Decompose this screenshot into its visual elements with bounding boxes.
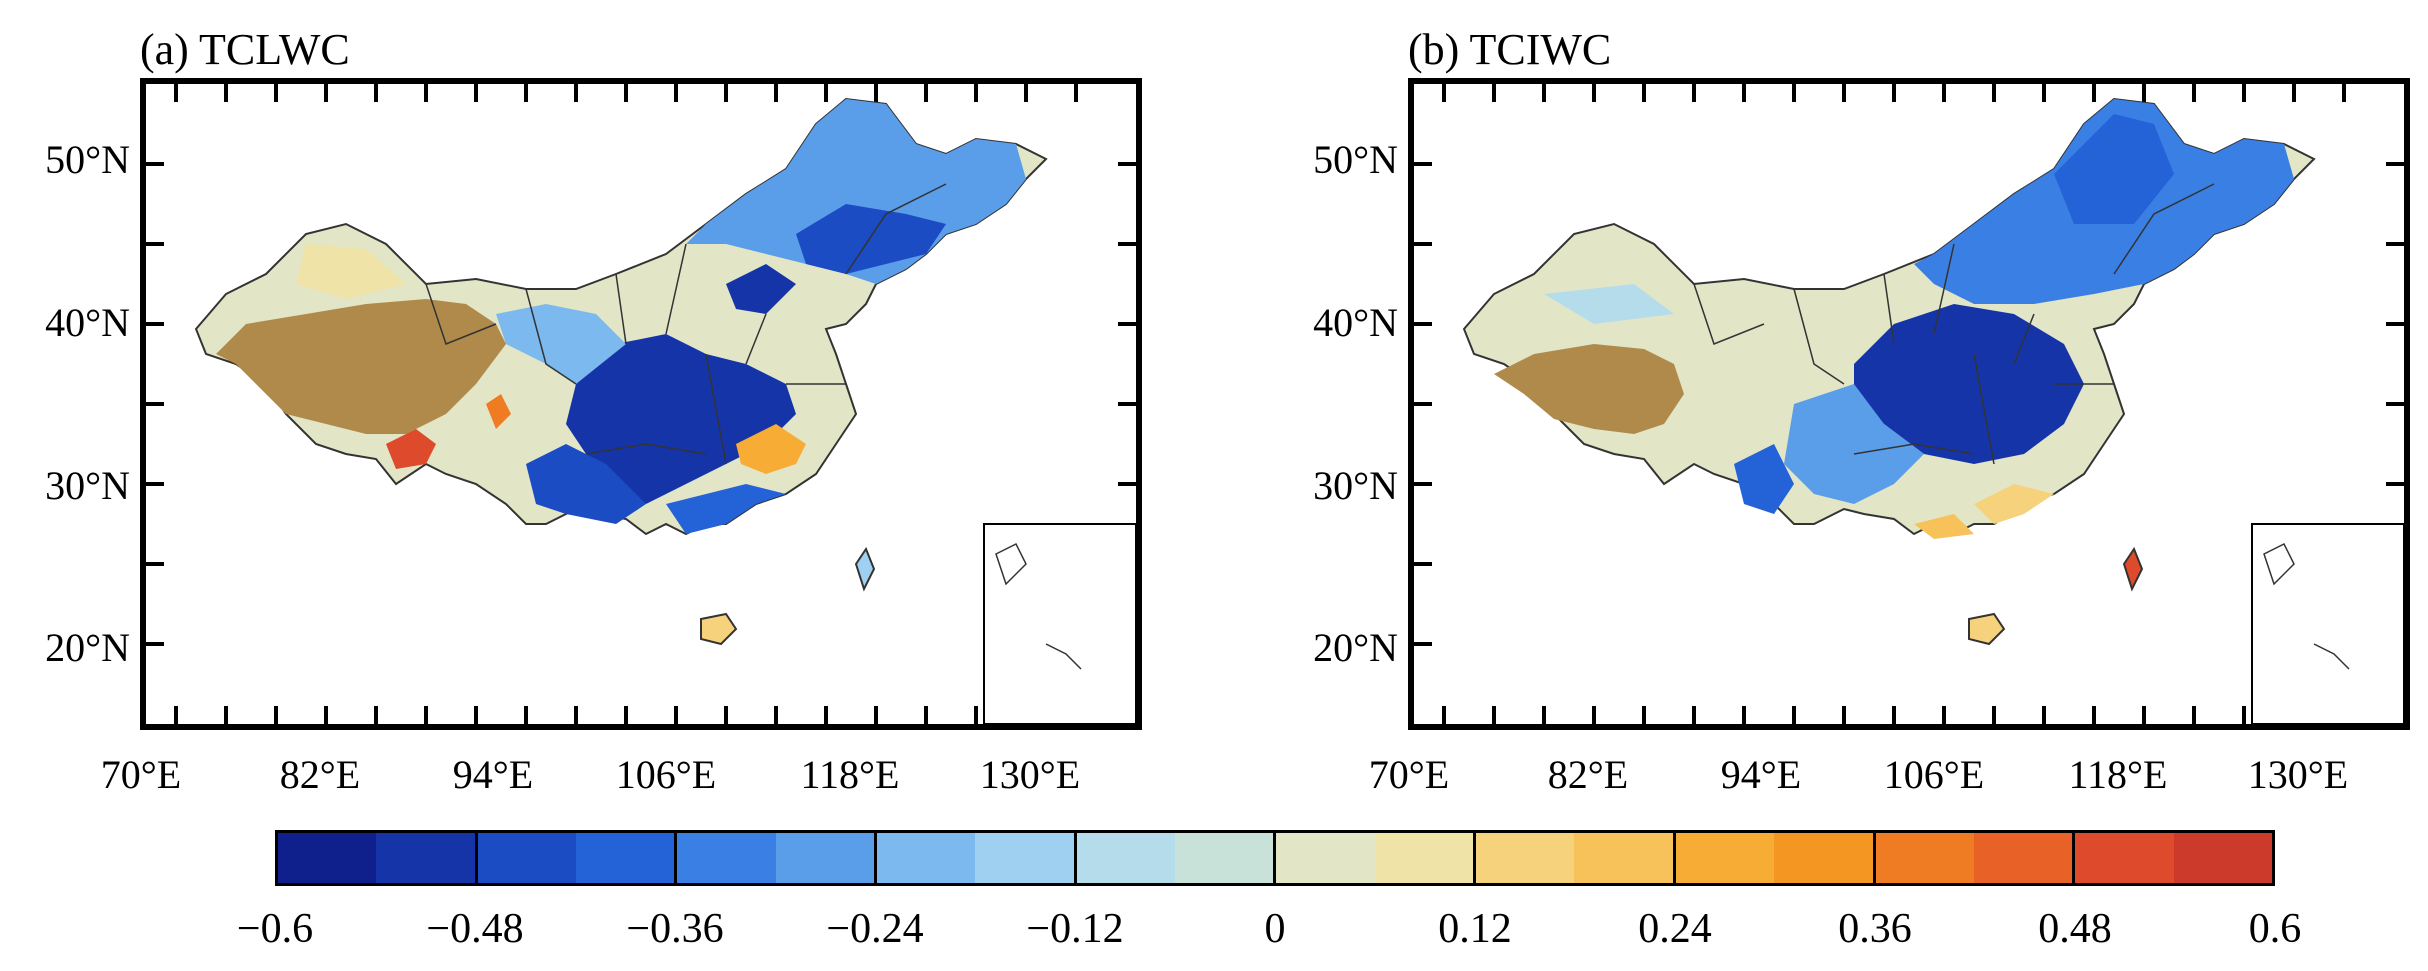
colorbar-segment — [477, 833, 577, 883]
colorbar-segment — [2075, 833, 2174, 883]
colorbar-segment — [975, 833, 1077, 883]
panel-a-map — [146, 84, 1136, 724]
colorbar-tick-label: −0.12 — [1026, 906, 1124, 952]
colorbar-tick-label: 0.24 — [1638, 906, 1712, 952]
colorbar-segment — [1774, 833, 1876, 883]
panel-b-ticks — [1414, 84, 2404, 724]
colorbar-segment — [877, 833, 976, 883]
colorbar-segment — [1374, 833, 1477, 883]
colorbar-segment — [1875, 833, 1974, 883]
panel-b-map-frame — [1408, 78, 2410, 730]
panel-b-map — [1414, 84, 2404, 724]
colorbar-segment — [1574, 833, 1676, 883]
colorbar-tick-label: −0.36 — [626, 906, 724, 952]
colorbar-tick-label: 0.12 — [1438, 906, 1512, 952]
colorbar-tick-label: −0.6 — [236, 906, 314, 952]
colorbar-tick-label: 0 — [1264, 906, 1286, 952]
panel-a-lon-130: 130°E — [979, 752, 1081, 797]
panel-a-lon-106: 106°E — [615, 752, 717, 797]
colorbar-segment — [376, 833, 478, 883]
panel-a-lat-40: 40°N — [45, 300, 130, 345]
panel-b-lon-130: 130°E — [2247, 752, 2349, 797]
colorbar-segment — [677, 833, 776, 883]
panel-a-lon-94: 94°E — [452, 752, 534, 797]
panel-a-lat-30: 30°N — [45, 463, 130, 508]
panel-b-lat-20: 20°N — [1313, 625, 1398, 670]
colorbar-segment — [278, 833, 377, 883]
panel-b-lon-118: 118°E — [2068, 752, 2168, 797]
colorbar-tick-label: 0.36 — [1838, 906, 1912, 952]
panel-b-title: (b) TCIWC — [1408, 25, 1612, 74]
panel-a-lon-118: 118°E — [800, 752, 900, 797]
colorbar — [275, 830, 2275, 886]
panel-b-inset — [2251, 523, 2404, 724]
panel-b-lat-40: 40°N — [1313, 300, 1398, 345]
colorbar-segment — [1175, 833, 1277, 883]
colorbar-tick-label: 0.6 — [2248, 906, 2302, 952]
colorbar-segment — [1276, 833, 1375, 883]
colorbar-tick-label: −0.24 — [826, 906, 924, 952]
colorbar-segment — [2173, 833, 2272, 883]
colorbar-segment — [1973, 833, 2076, 883]
colorbar-segment — [1476, 833, 1575, 883]
panel-a-lon-70: 70°E — [100, 752, 182, 797]
colorbar-tick-label: 0.48 — [2038, 906, 2112, 952]
panel-a-map-frame — [140, 78, 1142, 730]
colorbar-tick-label: −0.48 — [426, 906, 524, 952]
panel-b-lon-94: 94°E — [1720, 752, 1802, 797]
colorbar-segment — [775, 833, 878, 883]
panel-b-lat-50: 50°N — [1313, 137, 1398, 182]
colorbar-segment — [1076, 833, 1176, 883]
panel-b-lat-30: 30°N — [1313, 463, 1398, 508]
panel-a-lon-82: 82°E — [279, 752, 361, 797]
panel-a-title: (a) TCLWC — [140, 25, 350, 74]
colorbar-segment — [576, 833, 678, 883]
panel-b-lon-106: 106°E — [1883, 752, 1985, 797]
panel-a-lat-20: 20°N — [45, 625, 130, 670]
colorbar-segment — [1675, 833, 1775, 883]
panel-a-lat-50: 50°N — [45, 137, 130, 182]
panel-a-ticks — [146, 84, 1136, 724]
panel-b-lon-82: 82°E — [1547, 752, 1629, 797]
panel-b-lon-70: 70°E — [1368, 752, 1450, 797]
panel-a-inset — [983, 523, 1136, 724]
